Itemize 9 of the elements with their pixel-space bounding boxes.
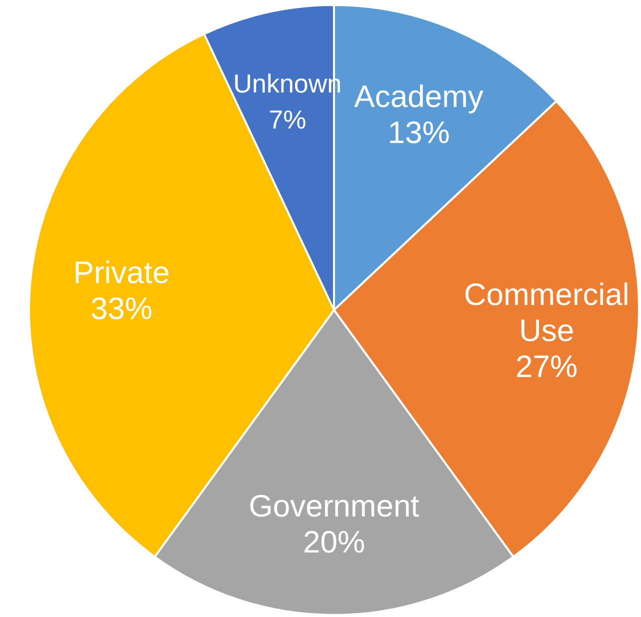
slice-label: Government	[248, 488, 420, 523]
slice-label: Commercial Use	[464, 276, 630, 348]
data-label: 33%	[90, 290, 152, 326]
data-label: 20%	[302, 524, 366, 559]
slice-label: Private	[73, 254, 170, 290]
slice-label: Academy	[354, 78, 484, 114]
data-label: 7%	[268, 104, 306, 135]
data-label: 27%	[516, 348, 578, 384]
data-label: 13%	[388, 114, 450, 150]
